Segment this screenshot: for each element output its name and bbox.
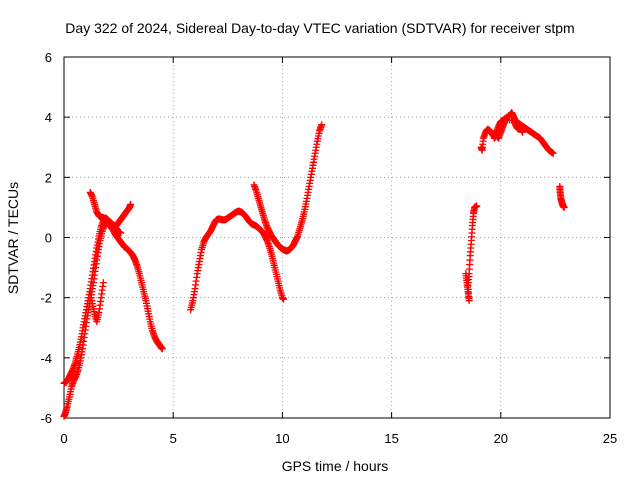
y-tick-label: -2 xyxy=(40,291,52,306)
y-tick-label: 4 xyxy=(45,110,52,125)
y-tick-label: -6 xyxy=(40,411,52,426)
grid xyxy=(64,57,610,418)
x-tick-label: 15 xyxy=(384,431,398,446)
data-points xyxy=(61,109,568,420)
y-tick-label: 0 xyxy=(45,231,52,246)
x-tick-label: 20 xyxy=(494,431,508,446)
x-tick-label: 25 xyxy=(603,431,617,446)
x-tick-label: 5 xyxy=(170,431,177,446)
x-axis-label: GPS time / hours xyxy=(282,458,389,474)
y-axis-label: SDTVAR / TECUs xyxy=(5,182,21,294)
data-point xyxy=(100,279,107,286)
chart-title: Day 322 of 2024, Sidereal Day-to-day VTE… xyxy=(65,20,574,36)
y-tick-label: 6 xyxy=(45,50,52,65)
y-tick-label: 2 xyxy=(45,170,52,185)
chart: 0 5 10 15 20 25 -6 -4 -2 0 2 4 6 Day 322 of 2024, Si… xyxy=(0,0,640,480)
x-tick-label: 0 xyxy=(60,431,67,446)
y-tick-label: -4 xyxy=(40,351,52,366)
x-tick-label: 10 xyxy=(275,431,289,446)
